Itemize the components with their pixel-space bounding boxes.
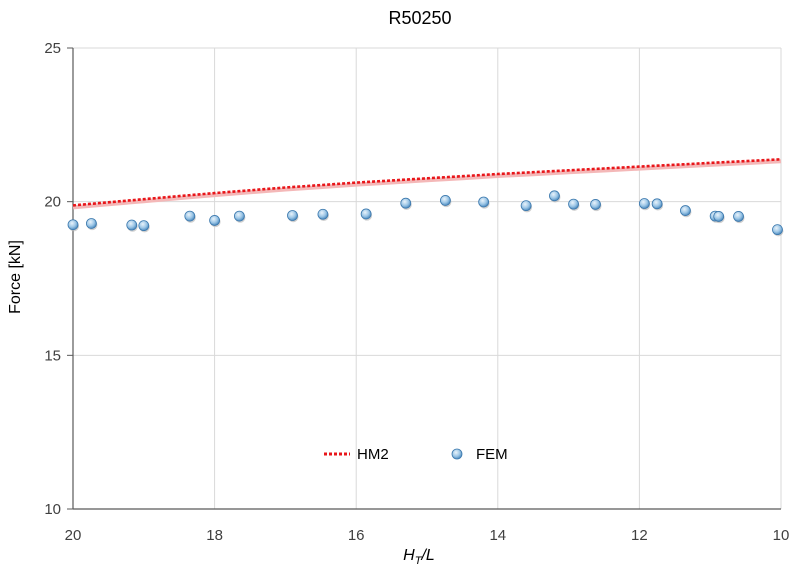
fem-point (568, 198, 579, 210)
fem-point (520, 200, 532, 212)
fem-point (138, 220, 150, 232)
x-axis-title-main: H (403, 547, 415, 564)
legend: HM2 FEM (324, 446, 508, 463)
x-tick-label: 18 (206, 527, 223, 544)
fem-point (549, 190, 560, 202)
fem-point (713, 211, 725, 222)
series (67, 158, 784, 237)
fem-point (126, 219, 138, 231)
fem-point (86, 218, 97, 229)
fem-point (680, 205, 691, 216)
fem-point (184, 210, 196, 222)
fem-point (67, 219, 79, 231)
x-tick-labels: 20 18 16 14 12 10 (65, 527, 790, 544)
x-tick-label: 16 (348, 527, 365, 544)
fem-point (287, 210, 298, 221)
y-tick-label: 20 (44, 194, 61, 211)
fem-point (590, 199, 601, 210)
fem-point (772, 224, 783, 236)
fem-point (233, 210, 245, 222)
x-tick-label: 14 (489, 527, 506, 544)
chart-title: R50250 (388, 8, 451, 28)
x-axis-title: HT/L (403, 547, 435, 567)
x-tick-label: 10 (773, 527, 790, 544)
fem-point (651, 198, 663, 210)
fem-point (638, 198, 650, 209)
x-axis-title-subscript: T (415, 555, 423, 567)
hm2-line (72, 158, 782, 207)
fem-point (478, 196, 490, 208)
hm2-line-shadow (72, 159, 782, 210)
fem-point (440, 195, 451, 206)
y-tick-label: 10 (44, 501, 61, 518)
fem-point (360, 208, 372, 220)
y-axis-title: Force [kN] (7, 240, 24, 314)
fem-point (400, 197, 412, 209)
fem-point (317, 208, 329, 220)
x-axis-title-rest: /L (420, 547, 434, 564)
x-tick-label: 20 (65, 527, 82, 544)
axes (67, 47, 781, 510)
y-tick-labels: 10 15 20 25 (44, 40, 61, 518)
x-tick-label: 12 (631, 527, 648, 544)
grid (73, 47, 782, 509)
fem-point (209, 215, 221, 226)
legend-fem-swatch (451, 448, 463, 460)
y-tick-label: 15 (44, 347, 61, 364)
fem-point (733, 211, 744, 222)
y-tick-label: 25 (44, 40, 61, 57)
legend-fem-label: FEM (476, 446, 508, 463)
legend-hm2-label: HM2 (357, 446, 389, 463)
